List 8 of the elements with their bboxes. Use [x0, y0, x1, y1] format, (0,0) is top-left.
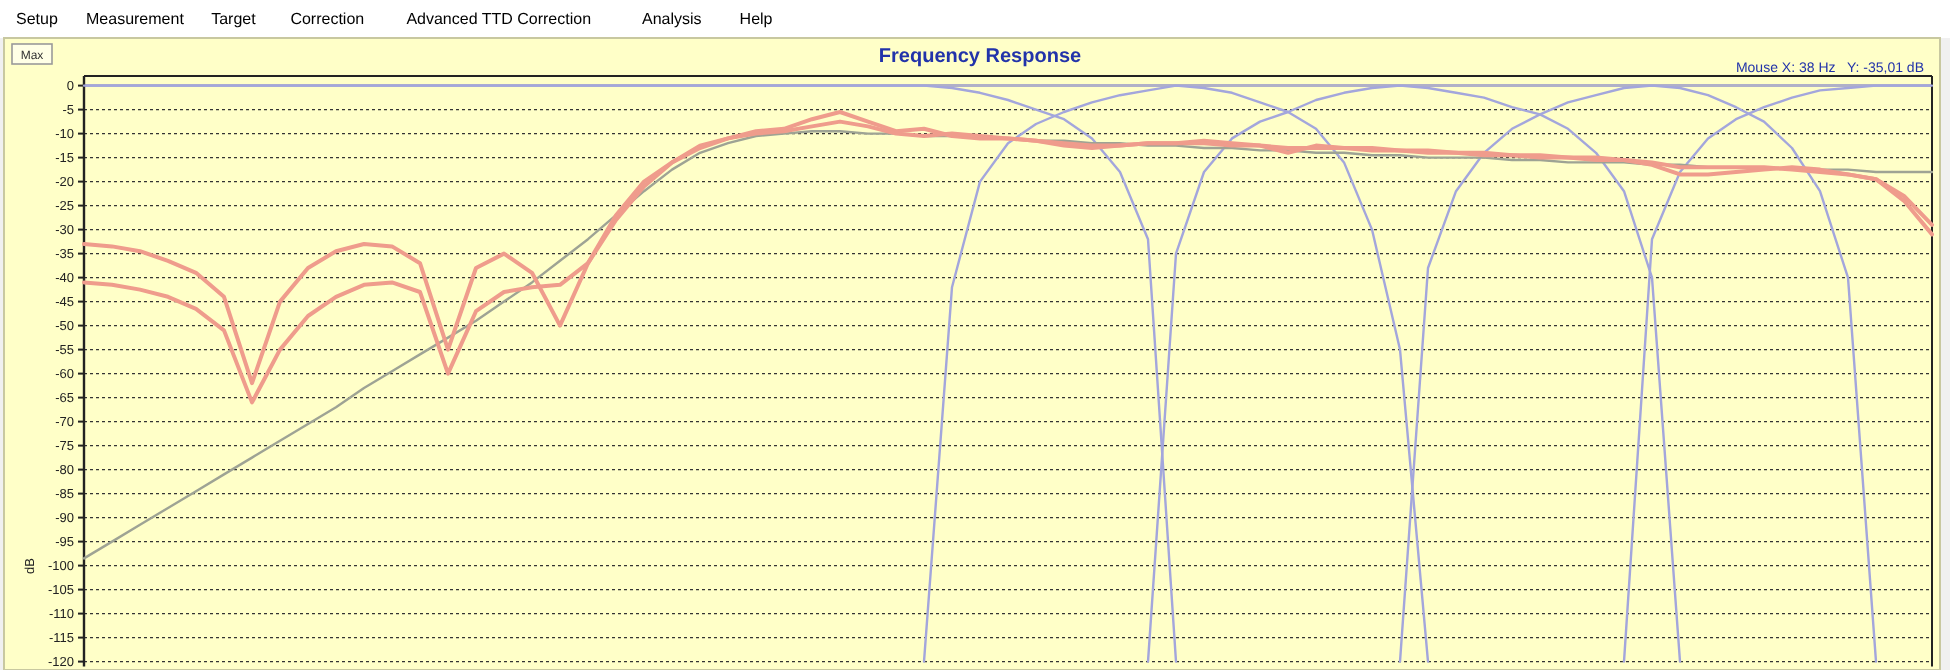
text: Analysis	[642, 10, 702, 28]
text: Advanced TTD Correction	[406, 10, 592, 28]
chart-title: Frequency Response	[878, 46, 1083, 68]
text: Measurement	[86, 10, 186, 28]
text: Help	[739, 10, 774, 28]
text: Correction	[290, 10, 365, 28]
text: Target	[211, 10, 258, 28]
text: Setup	[16, 10, 59, 28]
